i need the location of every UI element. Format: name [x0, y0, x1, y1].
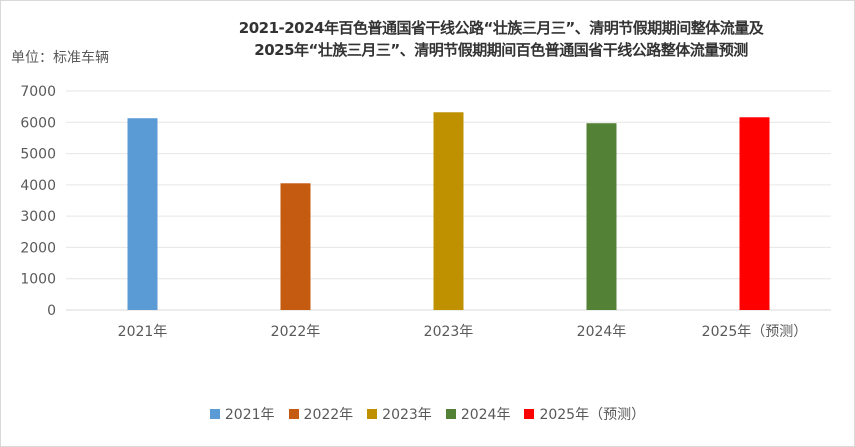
x-tick-label: 2023年 — [424, 324, 474, 340]
y-tick-label: 2000 — [20, 240, 56, 256]
x-tick-label: 2025年（预测） — [702, 324, 808, 340]
legend-label: 2025年（预测） — [539, 407, 646, 423]
chart-title: 2021-2024年百色普通国省干线公路“壮族三月三”、清明节假期期间整体流量及… — [151, 17, 851, 61]
y-tick-label: 6000 — [20, 115, 56, 131]
legend-item: 2022年 — [288, 404, 354, 424]
y-tick-label: 5000 — [20, 147, 56, 163]
legend-swatch — [367, 409, 378, 419]
legend-swatch — [288, 409, 299, 419]
y-tick-label: 7000 — [20, 84, 56, 100]
bar-4 — [586, 123, 617, 310]
x-tick-label: 2024年 — [577, 324, 627, 340]
legend-swatch — [445, 409, 456, 419]
y-tick-label: 4000 — [20, 178, 56, 194]
chart-title-line-2: 2025年“壮族三月三”、清明节假期期间百色普通国省干线公路整体流量预测 — [254, 41, 748, 59]
legend-item: 2021年 — [209, 404, 275, 424]
legend-item: 2024年 — [445, 404, 511, 424]
bar-1 — [127, 118, 158, 311]
legend-swatch — [209, 409, 220, 419]
legend-label: 2024年 — [460, 407, 511, 423]
legend-item: 2025年（预测） — [524, 404, 645, 424]
legend-label: 2021年 — [224, 407, 275, 423]
bar-5 — [739, 117, 770, 310]
x-tick-label: 2022年 — [271, 324, 321, 340]
legend-swatch — [524, 409, 535, 419]
legend: 2021年 2022年 2023年 2024年 2025年（预测） — [1, 404, 854, 424]
y-tick-label: 0 — [47, 303, 56, 319]
x-tick-label: 2021年 — [118, 324, 168, 340]
legend-label: 2022年 — [303, 407, 354, 423]
chart-title-line-1: 2021-2024年百色普通国省干线公路“壮族三月三”、清明节假期期间整体流量及 — [238, 19, 764, 37]
legend-label: 2023年 — [382, 407, 432, 423]
bar-3 — [433, 112, 464, 310]
y-tick-label: 3000 — [20, 209, 56, 225]
y-tick-label: 1000 — [20, 272, 56, 288]
bar-2 — [280, 183, 311, 310]
y-axis-unit-label: 单位：标准车辆 — [11, 50, 109, 66]
legend-item: 2023年 — [367, 404, 432, 424]
